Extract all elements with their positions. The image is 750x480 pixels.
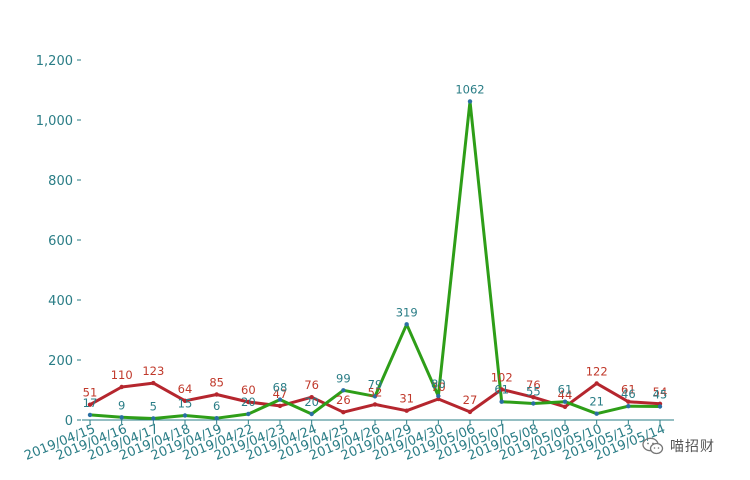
y-tick-label: 600 bbox=[48, 234, 73, 249]
series-1-point bbox=[309, 395, 314, 400]
series-1-point bbox=[277, 403, 283, 409]
series-1-data-label: 76 bbox=[526, 378, 541, 392]
series-2-point bbox=[404, 322, 409, 327]
series-1-data-label: 64 bbox=[178, 382, 193, 396]
y-tick-label: 800 bbox=[48, 174, 73, 189]
series-2-point bbox=[214, 416, 219, 421]
series-1-data-label: 51 bbox=[83, 386, 98, 400]
series-2-point bbox=[309, 411, 314, 417]
series-2-data-label: 5 bbox=[150, 400, 157, 414]
series-2-point bbox=[119, 415, 124, 420]
x-axis: 2019/04/152019/04/162019/04/172019/04/18… bbox=[22, 419, 674, 464]
y-tick-label: 0 bbox=[65, 414, 73, 429]
series-1-data-label: 27 bbox=[463, 393, 478, 407]
series-1-data-label: 47 bbox=[273, 387, 288, 401]
series-1-data-label: 110 bbox=[111, 368, 133, 382]
series-1-data-label: 52 bbox=[368, 385, 383, 399]
series-1-data-label: 76 bbox=[304, 378, 319, 392]
wechat-logo-icon bbox=[642, 437, 664, 455]
series-1-data-label: 122 bbox=[586, 364, 608, 378]
series-2-data-label: 319 bbox=[396, 305, 418, 319]
series-2-data-label: 6 bbox=[213, 399, 220, 413]
y-tick-label: 1,200 bbox=[36, 54, 73, 69]
series-1-point bbox=[119, 384, 124, 390]
series-1-data-label: 26 bbox=[336, 393, 351, 407]
series-points bbox=[87, 99, 663, 421]
series-2-data-label: 46 bbox=[621, 387, 636, 401]
series-2-data-label: 20 bbox=[241, 395, 256, 409]
series-2-point bbox=[626, 404, 631, 409]
series-2-line bbox=[88, 99, 662, 420]
series-1-data-label: 60 bbox=[241, 383, 256, 397]
series-1-point bbox=[341, 410, 346, 415]
y-axis: 0 200 400 600 800 1,000 1,200 bbox=[36, 54, 81, 429]
series-2-data-label: 20 bbox=[304, 395, 319, 409]
y-tick-label: 200 bbox=[48, 354, 73, 369]
series-2-point bbox=[87, 412, 93, 418]
series-1-point bbox=[531, 395, 536, 400]
series-1-point bbox=[499, 387, 504, 392]
series-2-data-label: 61 bbox=[558, 383, 573, 397]
watermark-text: 喵招财 bbox=[670, 439, 715, 455]
series-1-point bbox=[151, 380, 156, 386]
series-2-point bbox=[277, 397, 283, 402]
series-1-point bbox=[562, 404, 568, 409]
series-2-data-label: 1062 bbox=[455, 82, 484, 96]
series-2-point bbox=[182, 413, 188, 418]
series-2-point bbox=[467, 99, 473, 104]
series-2-data-label: 80 bbox=[431, 377, 446, 391]
series-1-data-label: 61 bbox=[621, 383, 636, 397]
series-1-point bbox=[404, 408, 409, 413]
series-1-point bbox=[467, 409, 473, 415]
series-2-point bbox=[372, 394, 378, 399]
series-2-data-label: 45 bbox=[653, 388, 668, 402]
series-1-data-label: 123 bbox=[142, 364, 164, 378]
series-2-data-label: 55 bbox=[526, 385, 541, 399]
y-tick-label: 1,000 bbox=[36, 114, 73, 129]
series-1-point bbox=[87, 402, 93, 407]
series-2-point bbox=[151, 416, 156, 421]
series-2-data-label: 99 bbox=[336, 371, 351, 385]
series-1-data-label: 85 bbox=[209, 376, 224, 390]
y-tick-label: 400 bbox=[48, 294, 73, 309]
series-1-data-label: 70 bbox=[431, 380, 446, 394]
series-2-point bbox=[499, 399, 504, 404]
series-2-data-label: 9 bbox=[118, 398, 125, 412]
series-2-point bbox=[341, 388, 346, 393]
series-1-point bbox=[246, 399, 251, 405]
series-2-data-label: 15 bbox=[178, 397, 193, 411]
series-1-data-label: 31 bbox=[399, 392, 414, 406]
series-2-point bbox=[562, 399, 568, 404]
series-2-data-label: 61 bbox=[494, 383, 509, 397]
series-1-point bbox=[626, 399, 631, 404]
series-1-point bbox=[594, 381, 599, 386]
series-2-data-label: 68 bbox=[273, 381, 288, 395]
series-2-point bbox=[594, 411, 599, 416]
series-2-point bbox=[657, 404, 663, 409]
series-2-point bbox=[246, 411, 251, 417]
series-2-point bbox=[531, 401, 536, 406]
series-1-point bbox=[372, 402, 378, 407]
series-lines bbox=[88, 99, 662, 420]
series-1-data-label: 44 bbox=[558, 388, 573, 402]
series-2-point bbox=[436, 393, 441, 399]
series-2-data-label: 17 bbox=[83, 396, 98, 410]
series-1-data-label: 54 bbox=[653, 385, 668, 399]
series-1-point bbox=[214, 392, 219, 397]
series-2-data-label: 21 bbox=[589, 395, 604, 409]
series-1-point bbox=[182, 398, 188, 403]
watermark: 喵招财 bbox=[642, 436, 715, 456]
series-1-data-label: 102 bbox=[491, 370, 513, 384]
series-2-data-label: 79 bbox=[368, 377, 383, 391]
